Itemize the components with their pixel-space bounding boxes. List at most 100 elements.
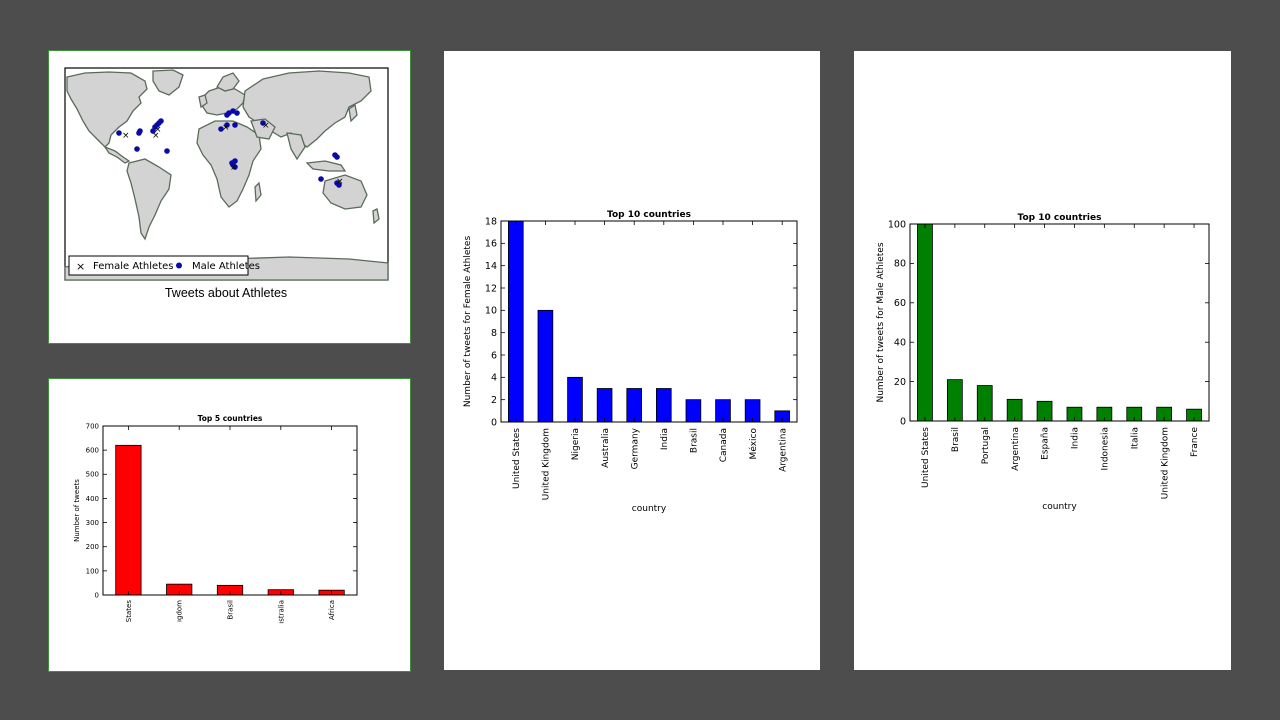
female-marker-icon: ×	[262, 121, 270, 131]
female-category-label: México	[748, 428, 759, 460]
top5-category-label: States	[125, 600, 133, 623]
landmass	[348, 103, 358, 123]
top5-chart: 0 100 200 300 400 500 600 700 States ıgdom Brasil ı…	[73, 414, 358, 624]
male-marker-icon	[164, 148, 170, 154]
female-marker-icon: ×	[154, 125, 162, 135]
male-panel: 0 20 40 60 80 100 United States Brasil Portugal A…	[854, 51, 1231, 670]
top5-category-label: Brasil	[226, 600, 234, 620]
male-marker-icon	[334, 154, 340, 160]
female-category-label: United Kingdom	[542, 428, 552, 500]
top5-ytick-label: 600	[86, 447, 99, 455]
female-ytick-label: 4	[491, 373, 497, 384]
female-ytick-label: 8	[491, 328, 497, 339]
map-panel: × × × × × × × × Female Athletes Male Athletes …	[48, 50, 411, 344]
female-ylabel: Number of tweets for Female Athletes	[463, 236, 473, 408]
male-bar	[917, 223, 933, 422]
world-map-figure: × ×× × ××× × Female Athletes Male Athletes …	[64, 67, 389, 300]
top5-bar	[115, 444, 142, 596]
male-bar	[946, 379, 963, 422]
top5-ytick-label: 400	[86, 495, 99, 503]
male-marker-icon	[224, 112, 230, 118]
landmass	[198, 94, 208, 109]
legend-male-label: Male Athletes	[192, 261, 260, 272]
female-bar	[537, 309, 554, 423]
male-marker-icon	[134, 146, 140, 152]
male-category-label: España	[1041, 427, 1051, 460]
male-marker-icon	[218, 126, 224, 132]
male-marker-icon	[318, 176, 324, 182]
female-marker-icon: ×	[230, 163, 238, 173]
female-plot-frame	[500, 220, 798, 423]
male-xlabel: country	[1042, 502, 1077, 512]
female-bar	[626, 388, 643, 423]
female-ytick-label: 18	[485, 216, 497, 227]
landmass	[254, 181, 262, 203]
legend-female-label: Female Athletes	[93, 261, 173, 272]
male-bar	[976, 385, 993, 422]
male-category-label: Indonesia	[1101, 427, 1111, 471]
female-ytick-label: 14	[485, 261, 497, 272]
female-ytick-label: 12	[485, 283, 497, 294]
top5-ytick-label: 200	[86, 543, 99, 551]
female-marker-icon: ×	[152, 131, 160, 141]
map-title: Tweets about Athletes	[165, 286, 287, 300]
male-ylabel: Number of tweets for Male Athletes	[876, 242, 886, 402]
male-marker-icon	[232, 122, 238, 128]
top5-ylabel: Number of tweets	[73, 479, 81, 542]
map-legend: × Female Athletes Male Athletes	[68, 255, 260, 276]
female-marker-icon: ×	[76, 260, 85, 273]
landmass	[305, 160, 347, 172]
male-marker-icon	[137, 128, 143, 134]
landmass	[196, 120, 262, 208]
landmass	[322, 174, 368, 210]
female-ytick-label: 16	[485, 239, 497, 250]
top5-category-label: ıstralia	[277, 600, 285, 624]
male-ytick-label: 80	[894, 259, 906, 270]
landmass	[103, 145, 131, 164]
female-bar	[508, 220, 524, 423]
male-category-label: Argentina	[1011, 427, 1021, 471]
female-marker-icon: ×	[122, 131, 130, 141]
male-ytick-label: 0	[900, 416, 906, 427]
male-category-label: Portugal	[981, 427, 991, 464]
male-marker-icon	[158, 118, 164, 124]
female-ytick-label: 10	[485, 306, 497, 317]
landmass	[372, 208, 380, 225]
male-marker-icon	[116, 130, 122, 136]
landmass	[66, 71, 148, 148]
map-legend-box	[68, 255, 249, 276]
female-marker-icon: ×	[336, 177, 344, 187]
landmass	[126, 158, 172, 241]
female-bar	[596, 388, 613, 423]
male-marker-icon	[224, 122, 230, 128]
female-category-label: India	[660, 428, 670, 450]
top5-chart-title: Top 5 countries	[198, 414, 263, 423]
female-category-label: Nigeria	[571, 428, 581, 460]
landmass	[250, 118, 276, 140]
female-category-label: Germany	[630, 427, 640, 469]
top5-category-label: ıgdom	[176, 600, 184, 622]
female-xlabel: country	[632, 504, 667, 514]
male-ytick-label: 60	[894, 298, 906, 309]
top5-ytick-label: 500	[86, 471, 99, 479]
landmass	[152, 69, 184, 96]
male-category-label: United States	[921, 427, 931, 488]
female-bar	[655, 388, 672, 423]
male-category-label: India	[1071, 427, 1081, 449]
female-ytick-label: 0	[491, 417, 497, 428]
top5-ytick-label: 300	[86, 519, 99, 527]
female-marker-icon: ×	[222, 123, 230, 133]
male-marker-icon	[176, 262, 182, 269]
male-ytick-label: 100	[888, 219, 906, 230]
male-marker-icon	[260, 120, 266, 126]
male-category-label: Brasil	[951, 427, 961, 452]
male-category-label: United Kingdom	[1160, 427, 1170, 499]
female-category-label: Canada	[719, 428, 729, 462]
male-plot-frame	[909, 223, 1210, 422]
male-marker-icon	[232, 164, 238, 170]
male-ytick-label: 40	[894, 338, 906, 349]
female-panel: 0 2 4 6 8 10 12 14 16 18 United States United Kingd…	[444, 51, 820, 670]
female-category-label: Brasil	[690, 428, 700, 453]
top5-category-label: Africa	[328, 600, 336, 620]
map-land	[64, 69, 389, 281]
